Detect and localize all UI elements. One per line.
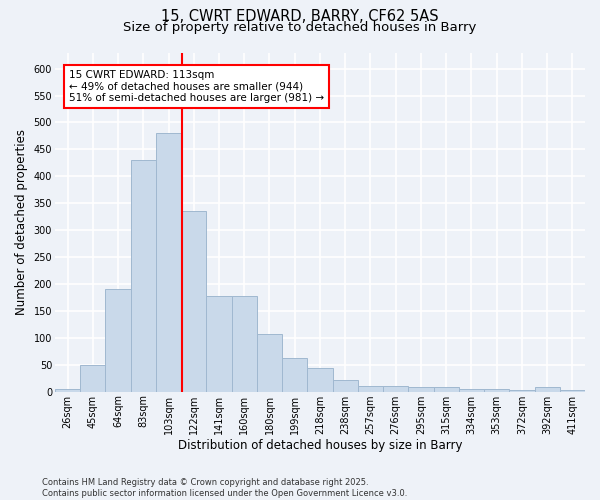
Bar xyxy=(332,380,358,392)
Text: Contains HM Land Registry data © Crown copyright and database right 2025.
Contai: Contains HM Land Registry data © Crown c… xyxy=(42,478,407,498)
Text: Size of property relative to detached houses in Barry: Size of property relative to detached ho… xyxy=(124,21,476,34)
Bar xyxy=(181,212,206,392)
Bar xyxy=(257,334,282,392)
Text: 15 CWRT EDWARD: 113sqm
← 49% of detached houses are smaller (944)
51% of semi-de: 15 CWRT EDWARD: 113sqm ← 49% of detached… xyxy=(69,70,324,103)
Bar xyxy=(535,388,560,392)
Bar xyxy=(80,364,106,392)
Bar xyxy=(484,389,509,392)
Bar xyxy=(409,388,434,392)
Bar xyxy=(358,386,383,392)
Text: 15, CWRT EDWARD, BARRY, CF62 5AS: 15, CWRT EDWARD, BARRY, CF62 5AS xyxy=(161,9,439,24)
Bar xyxy=(156,134,181,392)
Bar xyxy=(383,386,409,392)
Bar xyxy=(459,389,484,392)
Bar xyxy=(232,296,257,392)
Bar xyxy=(106,290,131,392)
Bar xyxy=(206,296,232,392)
Bar xyxy=(282,358,307,392)
Bar xyxy=(434,388,459,392)
X-axis label: Distribution of detached houses by size in Barry: Distribution of detached houses by size … xyxy=(178,440,462,452)
Bar xyxy=(131,160,156,392)
Bar xyxy=(509,390,535,392)
Bar xyxy=(55,389,80,392)
Bar xyxy=(307,368,332,392)
Bar xyxy=(560,390,585,392)
Y-axis label: Number of detached properties: Number of detached properties xyxy=(15,129,28,315)
